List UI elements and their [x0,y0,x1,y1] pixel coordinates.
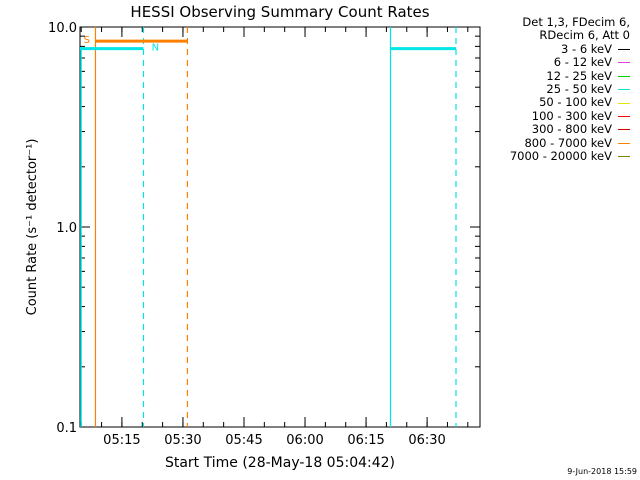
legend-swatch [618,102,630,104]
legend-swatch [618,129,630,131]
y-tick-label: 0.1 [56,421,77,436]
legend-item: 300 - 800 keV [478,122,636,137]
chart-title: HESSI Observing Summary Count Rates [130,3,429,21]
legend-item-label: 7000 - 20000 keV [509,148,612,163]
legend-swatch [618,75,630,77]
legend-item: 800 - 7000 keV [478,135,636,150]
plot-frame [79,26,481,428]
x-tick-label: 06:30 [408,433,445,448]
legend-item-label: 12 - 25 keV [546,68,612,83]
x-tick-label: 06:00 [286,433,323,448]
legend-item-label: 100 - 300 keV [531,108,612,123]
legend-item: 7000 - 20000 keV [478,148,636,163]
x-axis-label: Start Time (28-May-18 05:04:42) [165,455,395,471]
legend-swatch [618,89,630,91]
legend-header-line-2: RDecim 6, Att 0 [539,28,630,43]
legend-item-label: 800 - 7000 keV [524,135,612,150]
legend-item-label: 6 - 12 keV [553,55,612,70]
legend-swatch [618,49,630,50]
annotation: S [84,35,90,46]
y-tick-label: 1.0 [56,221,77,236]
timestamp: 9-Jun-2018 15:59 [567,467,637,476]
legend: Det 1,3, FDecim 6, RDecim 6, Att 0 3 - 6… [478,15,636,163]
legend-swatch [618,142,630,144]
legend-item-label: 25 - 50 keV [546,81,612,96]
legend-item: 25 - 50 keV [478,81,636,96]
y-axis-label: Count Rate (s⁻¹ detector⁻¹) [25,139,40,316]
legend-item: 100 - 300 keV [478,108,636,123]
legend-item-label: 50 - 100 keV [539,95,612,110]
legend-swatch [618,156,630,158]
legend-item-label: 3 - 6 keV [561,41,612,56]
legend-item: 12 - 25 keV [478,68,636,83]
annotation: N [152,43,159,54]
legend-header-line-1: Det 1,3, FDecim 6, [522,15,630,29]
x-tick-label: 05:45 [225,433,262,448]
legend-item: 50 - 100 keV [478,95,636,110]
legend-swatch [618,62,630,64]
x-tick-label: 06:15 [347,433,384,448]
legend-item-label: 300 - 800 keV [531,122,612,137]
legend-item: 6 - 12 keV [478,55,636,70]
x-tick-label: 05:15 [103,433,140,448]
y-tick-label: 10.0 [48,21,77,36]
legend-swatch [618,115,630,117]
legend-item: 3 - 6 keV [478,41,636,56]
x-tick-label: 05:30 [164,433,201,448]
